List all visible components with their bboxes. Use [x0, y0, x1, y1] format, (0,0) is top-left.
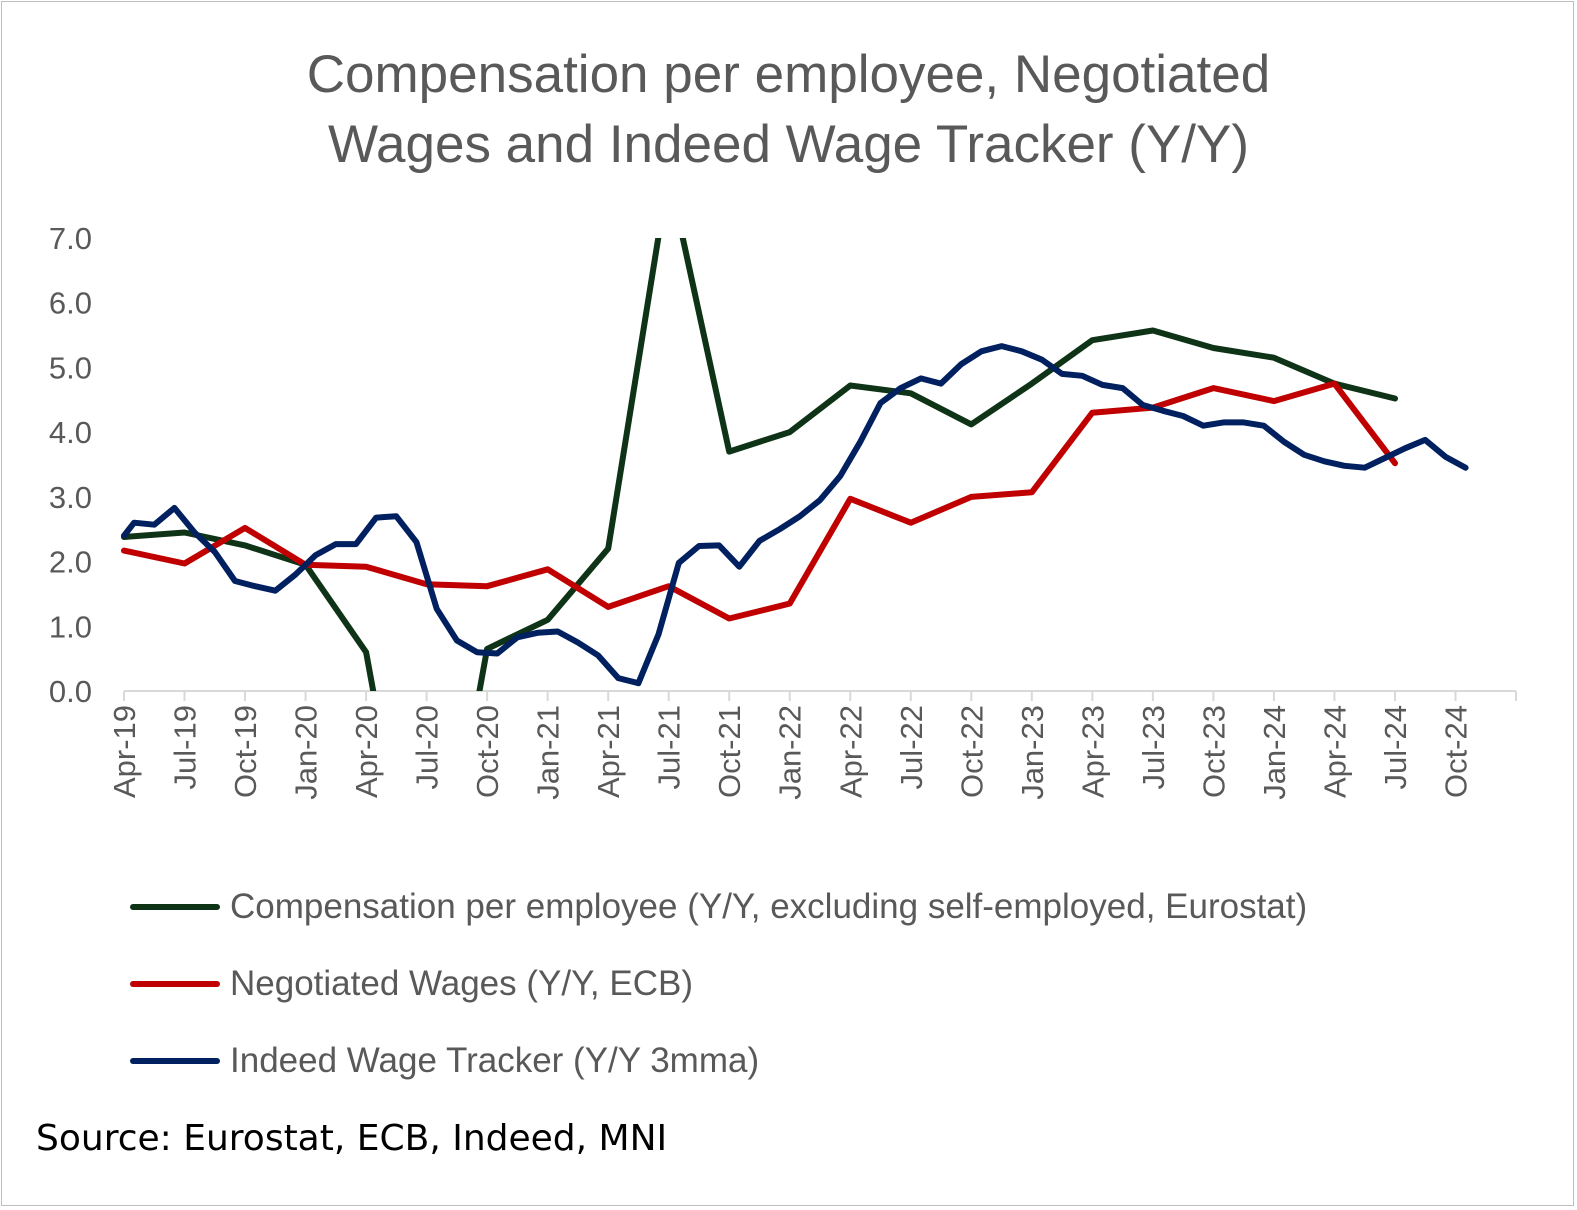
y-tick-label: 0.0: [49, 674, 92, 709]
series-line-0: [121, 238, 1398, 691]
x-tick-label: Jul-19: [168, 705, 203, 789]
x-tick-label: Oct-21: [712, 705, 747, 798]
y-tick-label: 4.0: [49, 415, 92, 450]
x-tick-label: Apr-19: [107, 705, 142, 798]
legend-swatch: [130, 1057, 220, 1064]
x-tick-label: Apr-20: [349, 705, 384, 798]
legend-swatch: [130, 903, 220, 910]
x-tick-label: Jul-23: [1136, 705, 1171, 789]
title-line-2: Wages and Indeed Wage Tracker (Y/Y): [327, 115, 1250, 174]
x-tick-label: Oct-24: [1438, 705, 1473, 798]
legend-label: Indeed Wage Tracker (Y/Y 3mma): [230, 1040, 760, 1080]
y-tick-label: 6.0: [49, 286, 92, 321]
x-tick-label: Jan-22: [773, 705, 808, 800]
x-tick-label: Apr-21: [591, 705, 626, 798]
source-note: Source: Eurostat, ECB, Indeed, MNI: [36, 1118, 668, 1159]
y-tick-label: 1.0: [49, 609, 92, 644]
y-tick-label: 5.0: [49, 350, 92, 385]
legend-item-negotiated: Negotiated Wages (Y/Y, ECB): [130, 945, 1307, 1022]
x-tick-label: Jul-20: [410, 705, 445, 789]
x-tick-label: Apr-22: [833, 705, 868, 798]
x-tick-label: Jan-24: [1257, 705, 1292, 800]
legend-swatch: [130, 980, 220, 987]
x-tick-label: Apr-24: [1317, 705, 1352, 798]
x-tick-label: Jul-24: [1378, 705, 1413, 789]
legend: Compensation per employee (Y/Y, excludin…: [130, 868, 1307, 1099]
x-tick-label: Jul-22: [894, 705, 929, 789]
y-tick-label: 3.0: [49, 480, 92, 515]
legend-label: Negotiated Wages (Y/Y, ECB): [230, 963, 693, 1003]
x-tick-label: Jan-20: [289, 705, 324, 800]
y-tick-label: 2.0: [49, 545, 92, 580]
x-tick-label: Oct-19: [228, 705, 263, 798]
x-tick-label: Jan-21: [531, 705, 566, 800]
x-tick-label: Oct-20: [470, 705, 505, 798]
series-line-1: [121, 380, 1398, 622]
series-line-2: [121, 343, 1469, 687]
x-tick-label: Oct-23: [1196, 705, 1231, 798]
chart-title: Compensation per employee, Negotiated Wa…: [0, 40, 1577, 180]
legend-item-indeed: Indeed Wage Tracker (Y/Y 3mma): [130, 1022, 1307, 1099]
legend-label: Compensation per employee (Y/Y, excludin…: [230, 886, 1308, 926]
x-tick-label: Jul-21: [652, 705, 687, 789]
x-tick-label: Jan-23: [1015, 705, 1050, 800]
x-tick-label: Apr-23: [1075, 705, 1110, 798]
x-tick-label: Oct-22: [954, 705, 989, 798]
title-line-1: Compensation per employee, Negotiated: [306, 45, 1271, 104]
y-tick-label: 7.0: [49, 221, 92, 256]
legend-item-compensation: Compensation per employee (Y/Y, excludin…: [130, 868, 1307, 945]
